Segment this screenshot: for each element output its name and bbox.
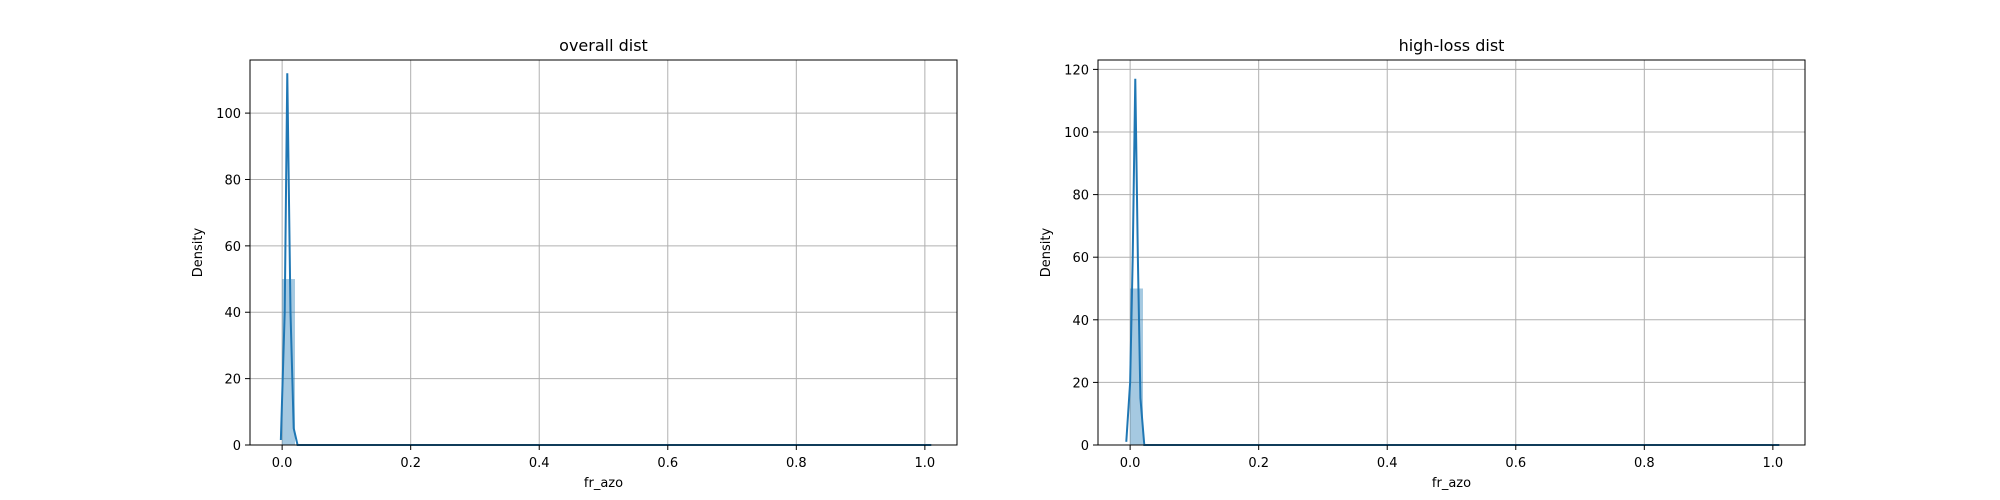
y-tick-label: 120 [1064,63,1089,78]
x-axis-label: fr_azo [584,476,623,491]
kde-line [279,73,932,446]
y-tick-label: 60 [1072,251,1089,266]
x-axis-label: fr_azo [1432,476,1471,491]
y-tick-label: 20 [1072,376,1089,391]
y-tick-label: 100 [216,107,241,122]
x-tick-label: 0.8 [786,456,807,471]
x-tick-label: 0.0 [272,456,293,471]
x-tick-label: 0.6 [657,456,678,471]
y-tick-label: 40 [1072,314,1089,329]
x-tick-label: 0.2 [400,456,421,471]
x-tick-label: 0.2 [1248,456,1269,471]
x-tick-label: 1.0 [915,456,936,471]
y-tick-label: 100 [1064,126,1089,141]
kde-line [1125,78,1780,446]
y-tick-label: 80 [224,173,241,188]
y-tick-label: 20 [224,373,241,388]
x-tick-label: 0.8 [1634,456,1655,471]
y-tick-label: 40 [224,306,241,321]
chart-high-loss-dist: 0.0 0.2 0.4 0.6 0.8 1.0 0 20 40 60 80 100 120 high-lo… [1039,36,1806,491]
y-tick-label: 80 [1072,189,1089,204]
x-tick-label: 0.6 [1505,456,1526,471]
axes-frame [1097,59,1806,446]
chart-title: overall dist [559,36,648,55]
chart-title: high-loss dist [1399,36,1505,55]
axes-frame [249,59,958,446]
x-tick-label: 0.0 [1120,456,1141,471]
y-tick-label: 60 [224,240,241,255]
y-tick-label: 0 [1081,439,1089,454]
y-axis-label: Density [1039,227,1054,277]
y-tick-label: 0 [233,439,241,454]
x-tick-label: 0.4 [1377,456,1398,471]
x-tick-label: 1.0 [1763,456,1784,471]
y-axis-label: Density [191,227,206,277]
chart-overall-dist: 0.0 0.2 0.4 0.6 0.8 1.0 0 20 40 60 80 100 overall di… [191,36,958,491]
x-tick-label: 0.4 [529,456,550,471]
